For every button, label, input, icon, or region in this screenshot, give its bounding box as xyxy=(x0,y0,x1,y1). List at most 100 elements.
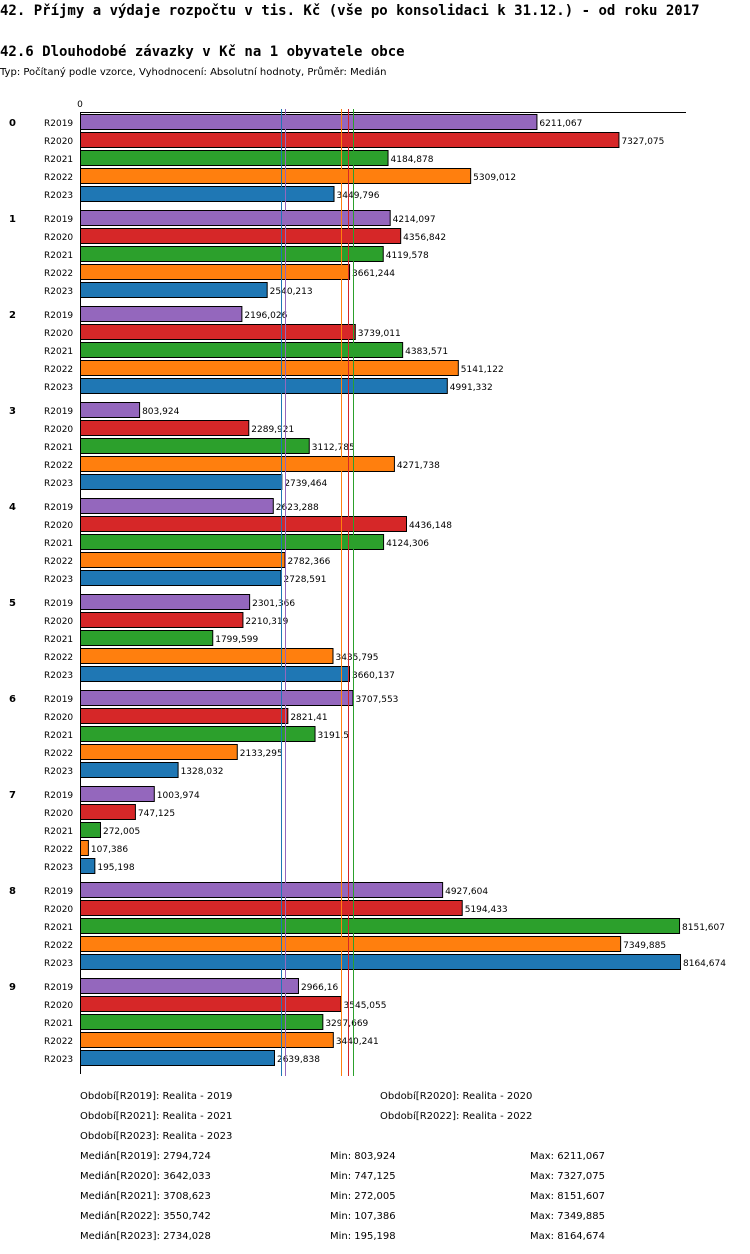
bar-value-label: 3440,241 xyxy=(336,1037,379,1047)
bar-value-label: 3112,785 xyxy=(312,443,355,453)
bar-r2020 xyxy=(80,324,356,340)
median-stat: Medián[R2020]: 3642,033 xyxy=(80,1171,211,1182)
bar-r2022 xyxy=(80,264,351,280)
series-label: R2019 xyxy=(44,791,73,801)
bar-r2022 xyxy=(80,744,238,760)
bar-r2022 xyxy=(80,648,334,664)
bar-r2021 xyxy=(80,342,404,358)
series-label: R2019 xyxy=(44,119,73,129)
series-label: R2021 xyxy=(44,635,73,645)
series-label: R2022 xyxy=(44,845,73,855)
series-label: R2023 xyxy=(44,671,73,681)
bar-value-label: 4271,738 xyxy=(397,461,440,471)
series-label: R2023 xyxy=(44,959,73,969)
bar-value-label: 7327,075 xyxy=(621,137,664,147)
bar-r2020 xyxy=(80,804,136,820)
bar-value-label: 3435,795 xyxy=(335,653,378,663)
bar-r2020 xyxy=(80,420,250,436)
series-label: R2019 xyxy=(44,887,73,897)
bar-r2021 xyxy=(80,726,316,742)
series-label: R2020 xyxy=(44,137,73,147)
bar-value-label: 5194,433 xyxy=(465,905,508,915)
bar-r2019 xyxy=(80,402,141,418)
chart-subtitle: 42.6 Dlouhodobé závazky v Kč na 1 obyvat… xyxy=(0,44,405,60)
bar-r2023 xyxy=(80,666,350,682)
bar-r2021 xyxy=(80,918,681,934)
series-label: R2022 xyxy=(44,653,73,663)
bar-r2020 xyxy=(80,228,402,244)
series-label: R2021 xyxy=(44,1019,73,1029)
legend-item: Období[R2021]: Realita - 2021 xyxy=(80,1111,233,1122)
category-label: 2 xyxy=(9,310,16,321)
bar-value-label: 2639,838 xyxy=(277,1055,320,1065)
series-label: R2021 xyxy=(44,347,73,357)
bar-r2020 xyxy=(80,900,463,916)
series-label: R2022 xyxy=(44,557,73,567)
series-label: R2020 xyxy=(44,329,73,339)
series-label: R2022 xyxy=(44,365,73,375)
bar-value-label: 803,924 xyxy=(142,407,179,417)
series-label: R2020 xyxy=(44,233,73,243)
min-stat: Min: 272,005 xyxy=(330,1191,396,1202)
bar-value-label: 3191,5 xyxy=(318,731,350,741)
bar-r2022 xyxy=(80,360,459,376)
bar-value-label: 1003,974 xyxy=(157,791,200,801)
median-stat: Medián[R2022]: 3550,742 xyxy=(80,1211,211,1222)
series-label: R2022 xyxy=(44,461,73,471)
category-label: 1 xyxy=(9,214,16,225)
bar-r2021 xyxy=(80,438,310,454)
bar-r2022 xyxy=(80,456,395,472)
x-tick-label-0: 0 xyxy=(77,100,83,110)
bar-value-label: 107,386 xyxy=(91,845,128,855)
bar-value-label: 2289,921 xyxy=(251,425,294,435)
bar-value-label: 4184,878 xyxy=(391,155,434,165)
bar-r2020 xyxy=(80,516,408,532)
bar-value-label: 3297,669 xyxy=(325,1019,368,1029)
series-label: R2022 xyxy=(44,941,73,951)
bar-value-label: 747,125 xyxy=(138,809,175,819)
bar-value-label: 2210,319 xyxy=(245,617,288,627)
category-label: 8 xyxy=(9,886,16,897)
bar-r2020 xyxy=(80,708,289,724)
series-label: R2022 xyxy=(44,1037,73,1047)
bar-value-label: 4383,571 xyxy=(405,347,448,357)
series-label: R2020 xyxy=(44,713,73,723)
bar-value-label: 2739,464 xyxy=(284,479,327,489)
bar-value-label: 4124,306 xyxy=(386,539,429,549)
max-stat: Max: 8151,607 xyxy=(530,1191,605,1202)
bar-r2023 xyxy=(80,762,179,778)
bar-r2019 xyxy=(80,594,251,610)
series-label: R2019 xyxy=(44,407,73,417)
bar-r2021 xyxy=(80,822,101,838)
min-stat: Min: 107,386 xyxy=(330,1211,396,1222)
bar-r2019 xyxy=(80,978,299,994)
category-label: 6 xyxy=(9,694,16,705)
series-label: R2020 xyxy=(44,425,73,435)
bar-value-label: 4436,148 xyxy=(409,521,452,531)
bar-r2022 xyxy=(80,1032,334,1048)
bar-value-label: 1328,032 xyxy=(181,767,224,777)
bar-value-label: 2728,591 xyxy=(284,575,327,585)
bar-r2022 xyxy=(80,168,472,184)
series-label: R2019 xyxy=(44,215,73,225)
category-label: 4 xyxy=(9,502,16,513)
series-label: R2021 xyxy=(44,827,73,837)
bar-r2023 xyxy=(80,570,282,586)
max-stat: Max: 7327,075 xyxy=(530,1171,605,1182)
bar-value-label: 3449,796 xyxy=(337,191,380,201)
bar-r2021 xyxy=(80,630,214,646)
legend-item: Období[R2020]: Realita - 2020 xyxy=(380,1091,533,1102)
median-stat: Medián[R2019]: 2794,724 xyxy=(80,1151,211,1162)
chart-meta: Typ: Počítaný podle vzorce, Vyhodnocení:… xyxy=(0,67,387,78)
series-label: R2021 xyxy=(44,155,73,165)
series-label: R2019 xyxy=(44,695,73,705)
bar-value-label: 4927,604 xyxy=(445,887,488,897)
bar-value-label: 4119,578 xyxy=(386,251,429,261)
series-label: R2021 xyxy=(44,923,73,933)
series-label: R2019 xyxy=(44,503,73,513)
series-label: R2023 xyxy=(44,1055,73,1065)
series-label: R2022 xyxy=(44,749,73,759)
bar-value-label: 195,198 xyxy=(97,863,134,873)
series-label: R2023 xyxy=(44,287,73,297)
